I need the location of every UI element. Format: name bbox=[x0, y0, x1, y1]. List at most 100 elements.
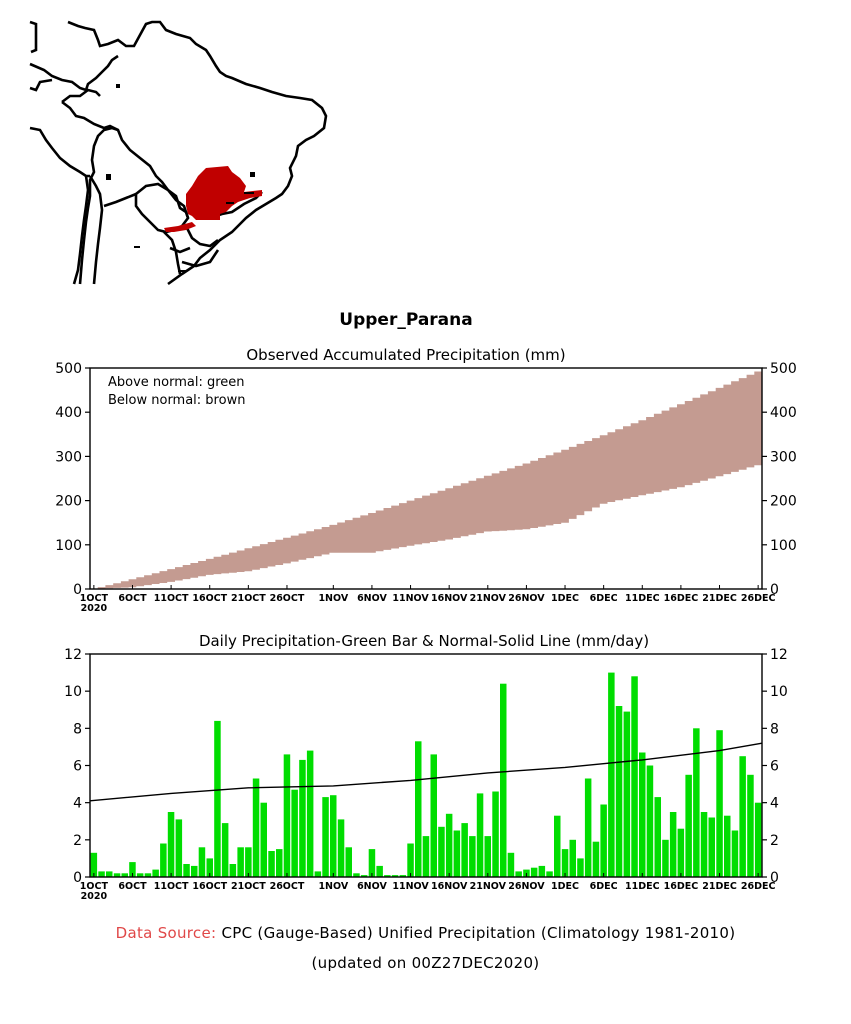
ytick-label-right: 8 bbox=[770, 721, 779, 737]
daily-precip-bar bbox=[546, 871, 553, 877]
xtick-label: 1DEC bbox=[551, 593, 579, 604]
daily-precip-bar bbox=[530, 867, 538, 877]
daily-precip-bar bbox=[360, 875, 368, 877]
ytick-label-right: 300 bbox=[770, 449, 797, 465]
daily-precip-bar bbox=[654, 797, 661, 877]
daily-precip-bar bbox=[198, 847, 206, 877]
daily-precip-bar bbox=[144, 873, 152, 877]
xtick-label: 16NOV bbox=[431, 881, 468, 892]
xtick-label: 21NOV bbox=[470, 593, 507, 604]
daily-precip-bar bbox=[445, 813, 453, 877]
xtick-year-label: 2020 bbox=[81, 603, 108, 614]
daily-precip-bar bbox=[693, 728, 700, 877]
daily-precip-bar bbox=[747, 774, 754, 877]
xtick-label: 11OCT bbox=[154, 593, 189, 604]
daily-precip-bar bbox=[98, 871, 105, 877]
updated-text: (updated on 00Z27DEC2020) bbox=[311, 954, 540, 972]
daily-xaxis: 1OCT 6OCT 11OCT 16OCT 21OCT 26OCT 1NOV 6NOV 11NO… bbox=[80, 873, 775, 902]
daily-precip-bar bbox=[453, 830, 461, 877]
ytick-label-left: 500 bbox=[55, 361, 82, 377]
daily-precip-bar bbox=[368, 849, 376, 877]
xtick-label: 1OCT bbox=[80, 881, 109, 892]
daily-precip-bar bbox=[322, 797, 329, 877]
daily-precip-bar bbox=[461, 823, 468, 877]
accumulated-chart: Observed Accumulated Precipitation (mm) … bbox=[55, 346, 796, 614]
daily-precip-bar bbox=[221, 823, 229, 877]
daily-precip-bar bbox=[314, 871, 322, 877]
map-border-argentina bbox=[103, 192, 220, 275]
map-water-marks bbox=[106, 84, 255, 272]
xtick-label: 1NOV bbox=[318, 881, 348, 892]
below-normal-area bbox=[90, 371, 762, 589]
daily-precip-bar bbox=[724, 815, 731, 877]
xtick-label: 11DEC bbox=[625, 593, 660, 604]
legend-annotation-below: Below normal: brown bbox=[108, 393, 245, 408]
xtick-label: 26NOV bbox=[508, 881, 545, 892]
xtick-label: 26OCT bbox=[270, 881, 305, 892]
daily-precip-bar bbox=[252, 778, 260, 877]
accumulated-plot-frame bbox=[89, 367, 763, 590]
xtick-label: 21DEC bbox=[702, 593, 737, 604]
xtick-label: 26DEC bbox=[741, 593, 776, 604]
xtick-label: 21DEC bbox=[702, 881, 737, 892]
xtick-label: 26NOV bbox=[508, 593, 545, 604]
daily-chart: Daily Precipitation-Green Bar & Normal-S… bbox=[64, 632, 788, 902]
daily-precip-bar bbox=[106, 871, 113, 877]
daily-precip-bar bbox=[276, 849, 283, 877]
xtick-label: 11DEC bbox=[625, 881, 660, 892]
xtick-label: 16NOV bbox=[431, 593, 468, 604]
ytick-label-right: 0 bbox=[770, 870, 779, 886]
xtick-label: 16DEC bbox=[664, 593, 699, 604]
xtick-label: 6OCT bbox=[118, 593, 147, 604]
region-map bbox=[29, 20, 328, 286]
daily-precip-bar bbox=[422, 836, 430, 877]
daily-precip-bar bbox=[183, 864, 190, 877]
daily-precip-bar bbox=[731, 830, 739, 877]
daily-precip-bar bbox=[577, 858, 584, 877]
daily-precip-bar bbox=[739, 756, 746, 877]
ytick-label-left: 0 bbox=[73, 870, 82, 886]
data-source-line: Data Source: CPC (Gauge-Based) Unified P… bbox=[0, 924, 851, 942]
daily-precip-bar bbox=[492, 791, 499, 877]
daily-precip-bar bbox=[569, 839, 576, 877]
daily-precip-bar bbox=[484, 836, 491, 877]
map-region-rivers bbox=[226, 192, 254, 204]
ytick-label-right: 400 bbox=[770, 405, 797, 421]
ytick-label-right: 0 bbox=[770, 582, 779, 598]
xtick-label: 21NOV bbox=[470, 881, 507, 892]
daily-precip-bar bbox=[90, 852, 98, 877]
ytick-label-left: 200 bbox=[55, 494, 82, 510]
daily-precip-bar bbox=[291, 789, 298, 877]
region-title: Upper_Parana bbox=[339, 310, 472, 330]
map-border-amazon bbox=[61, 88, 119, 285]
daily-precip-bar bbox=[136, 873, 144, 877]
daily-precip-bar bbox=[175, 819, 183, 877]
xtick-label: 21OCT bbox=[231, 881, 266, 892]
map-border-bolivia bbox=[61, 100, 190, 219]
ytick-label-left: 12 bbox=[64, 647, 82, 663]
ytick-label-left: 300 bbox=[55, 449, 82, 465]
xtick-label: 16OCT bbox=[192, 881, 227, 892]
daily-precip-bar bbox=[113, 873, 121, 877]
ytick-label-left: 6 bbox=[73, 759, 82, 775]
daily-precip-bar bbox=[476, 793, 484, 877]
ytick-label-right: 6 bbox=[770, 759, 779, 775]
accumulated-yaxis-left: 0 100 200 300 400 500 bbox=[55, 361, 90, 598]
daily-precip-bar bbox=[469, 836, 476, 877]
xtick-label: 11OCT bbox=[154, 881, 189, 892]
daily-precip-bar bbox=[438, 826, 445, 877]
accumulated-yaxis-right: 0 100 200 300 400 500 bbox=[762, 361, 797, 598]
xtick-label: 1DEC bbox=[551, 881, 579, 892]
ytick-label-right: 4 bbox=[770, 796, 779, 812]
xtick-label: 21OCT bbox=[231, 593, 266, 604]
daily-precip-bar bbox=[623, 711, 631, 877]
daily-precip-bar bbox=[646, 765, 654, 877]
ytick-label-left: 2 bbox=[73, 833, 82, 849]
xtick-label: 1NOV bbox=[318, 593, 348, 604]
daily-precip-bar bbox=[191, 865, 198, 877]
charts-canvas: Upper_Parana Observed Accumulated Precip… bbox=[55, 310, 796, 902]
daily-precip-bar bbox=[515, 871, 522, 877]
daily-precip-bar bbox=[631, 676, 638, 877]
xtick-label: 6DEC bbox=[590, 881, 618, 892]
xtick-label: 16OCT bbox=[192, 593, 227, 604]
